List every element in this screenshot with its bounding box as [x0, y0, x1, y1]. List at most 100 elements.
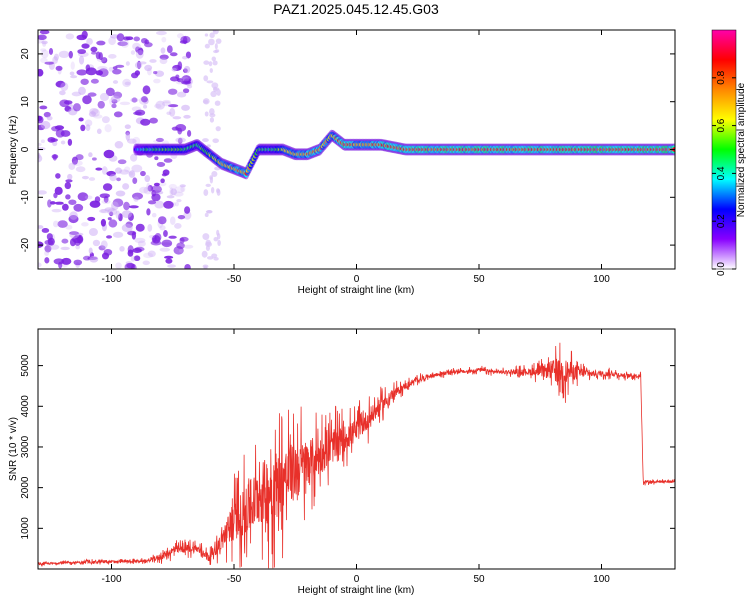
noise-blob [147, 200, 157, 205]
noise-blob [142, 104, 148, 109]
y-tick-label: -10 [20, 190, 31, 205]
noise-blob [217, 239, 221, 247]
noise-blob [65, 194, 71, 200]
noise-blob [109, 211, 114, 217]
noise-blob [67, 138, 73, 146]
noise-blob [161, 101, 172, 107]
noise-blob [47, 237, 55, 246]
snr-y-ticks: 1000 2000 3000 4000 5000 [20, 354, 675, 539]
noise-blob [60, 82, 69, 91]
noise-blob [205, 210, 213, 214]
noise-blob [53, 258, 65, 265]
noise-blob [213, 257, 219, 261]
x-tick-label: 50 [473, 574, 485, 585]
noise-blob [116, 33, 125, 42]
noise-blob [130, 263, 137, 269]
x-tick-label: 100 [593, 274, 610, 285]
noise-blob [111, 99, 118, 104]
noise-blob [65, 179, 73, 183]
y-tick-label: 1000 [20, 517, 31, 540]
noise-blob [101, 57, 108, 64]
chart-title: PAZ1.2025.045.12.45.G03 [273, 1, 439, 17]
noise-blob [111, 103, 117, 109]
noise-blob [96, 40, 106, 46]
noise-blob [130, 50, 136, 55]
noise-blob [204, 111, 209, 117]
noise-blob [82, 95, 92, 105]
noise-blob [162, 99, 171, 104]
noise-blob [139, 186, 149, 194]
noise-blob [76, 69, 88, 76]
snr-panel: -100 -50 0 50 100 1000 2000 3000 4000 5000 Heigh… [8, 328, 676, 596]
noise-blob [80, 78, 89, 85]
noise-blob [170, 76, 179, 82]
noise-blob [153, 71, 158, 75]
x-tick-label: -100 [101, 274, 121, 285]
noise-blob [213, 236, 219, 242]
noise-blob [204, 212, 209, 218]
noise-blob [166, 111, 172, 116]
noise-blob [86, 37, 93, 45]
noise-blob [92, 239, 101, 247]
noise-blob [44, 61, 54, 65]
noise-blob [118, 213, 123, 222]
y-tick-label: 2000 [20, 476, 31, 499]
noise-blob [132, 136, 141, 146]
noise-blob [88, 111, 97, 118]
noise-blob [85, 124, 91, 131]
noise-blob [209, 113, 216, 118]
noise-blob [185, 51, 192, 59]
noise-blob [55, 129, 65, 138]
noise-blob [208, 61, 213, 67]
noise-blob [119, 101, 131, 106]
noise-blob [101, 116, 110, 124]
noise-blob [163, 230, 168, 238]
noise-blob [89, 255, 99, 263]
noise-blob [143, 252, 154, 259]
x-tick-label: -50 [227, 274, 242, 285]
noise-blob [180, 185, 186, 193]
noise-blob [169, 216, 176, 225]
colorbar-tick-label: 0.6 [716, 118, 727, 132]
noise-blob [68, 162, 76, 171]
noise-blob [167, 264, 176, 268]
noise-blob [133, 36, 141, 42]
noise-blob [206, 80, 214, 84]
noise-blob [55, 173, 61, 179]
noise-blob [214, 49, 220, 53]
noise-blob [204, 33, 209, 37]
noise-blob [59, 90, 66, 96]
noise-blob [96, 128, 102, 135]
noise-blob [38, 154, 43, 163]
noise-blob [158, 181, 167, 187]
noise-blob [108, 54, 117, 59]
noise-blob [169, 52, 178, 57]
noise-blob [216, 233, 221, 240]
noise-blob [40, 121, 51, 130]
noise-blob [187, 130, 192, 137]
noise-blob [39, 30, 50, 35]
noise-blob [87, 216, 96, 222]
noise-blob [112, 68, 122, 75]
noise-blob [40, 49, 49, 59]
noise-blob [134, 61, 143, 69]
noise-blob [122, 78, 132, 88]
noise-blob [152, 235, 157, 242]
noise-blob [183, 244, 194, 249]
noise-blob [177, 137, 183, 144]
noise-blob [139, 61, 147, 65]
noise-blob [181, 55, 188, 60]
noise-blob [130, 153, 138, 162]
noise-blob [161, 239, 173, 248]
noise-blob [151, 185, 163, 193]
noise-blob [140, 118, 151, 126]
noise-blob [46, 116, 53, 121]
noise-blob [211, 56, 217, 62]
noise-blob [155, 137, 164, 142]
noise-blob [90, 78, 99, 84]
noise-blob [38, 190, 47, 195]
noise-blob [133, 111, 142, 116]
noise-blob [183, 114, 191, 119]
noise-blob [107, 208, 118, 216]
